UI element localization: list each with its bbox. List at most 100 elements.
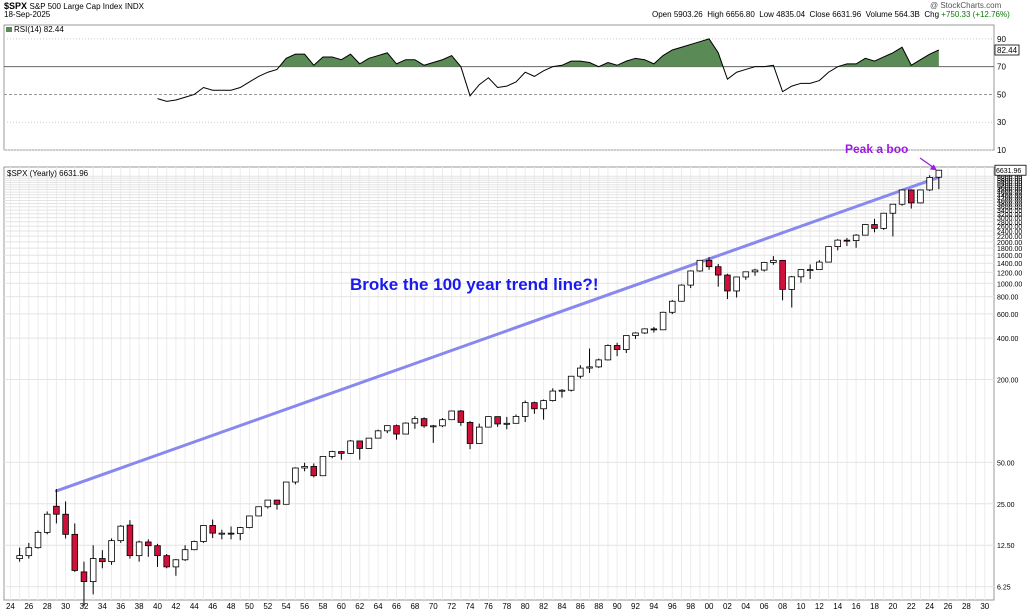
candle-body [880, 212, 887, 229]
price-tick-label: 600.00 [997, 312, 1019, 319]
candle-body [126, 524, 134, 557]
candle-body [935, 169, 943, 178]
chg-value: +750.33 (+12.76%) [941, 10, 1010, 19]
price-tick-label: 1400.00 [997, 261, 1022, 268]
candle-body [926, 177, 933, 191]
chg-label: Chg [924, 10, 940, 19]
candle-body [531, 402, 538, 410]
x-tick-label: 22 [907, 602, 916, 611]
candle-body [760, 262, 768, 271]
price-tick-label: 5400.00 [997, 181, 1022, 188]
x-tick-label: 28 [43, 602, 52, 611]
candle-body [338, 451, 345, 454]
trend-line [54, 175, 941, 493]
price-tick-label: 2800.00 [997, 220, 1022, 227]
x-tick-label: 90 [613, 602, 622, 611]
candle-body [200, 525, 207, 542]
price-tick-label: 3000.00 [997, 216, 1022, 223]
rsi-line [157, 38, 940, 102]
annotation-peak-arrowhead [929, 164, 937, 171]
x-tick-label: 42 [171, 602, 180, 611]
rsi-tick-label: 10 [997, 146, 1006, 155]
candle-body [181, 549, 189, 561]
x-tick-label: 12 [815, 602, 824, 611]
open-value: 5903.26 [673, 10, 703, 19]
candle-body [714, 266, 722, 276]
price-tick-label: 25.00 [997, 502, 1015, 509]
price-panel-label: $SPX (Yearly) 6631.96 [7, 169, 89, 178]
candle-body [871, 224, 878, 229]
candle-body [347, 440, 354, 454]
candle-body [53, 505, 60, 515]
candle-body [80, 571, 88, 583]
price-tick-label: 1800.00 [997, 246, 1022, 253]
candle-body [632, 332, 639, 336]
candle-body [641, 328, 648, 334]
stockcharts-brand[interactable]: @ StockCharts.com [930, 1, 1002, 10]
candle-body [705, 259, 713, 268]
candle-body [457, 410, 465, 423]
candle-body [117, 525, 124, 542]
candle-body [466, 422, 474, 444]
price-tick-label: 5600.00 [997, 178, 1022, 185]
x-tick-label: 04 [741, 602, 750, 611]
price-tick-label: 4000.00 [997, 198, 1022, 205]
x-tick-label: 62 [355, 602, 364, 611]
price-tick-label: 4200.00 [997, 196, 1022, 203]
price-tick-label: 3400.00 [997, 208, 1022, 215]
candle-body [145, 541, 152, 547]
price-tick-label: 5000.00 [997, 185, 1022, 192]
candle-body [742, 271, 750, 278]
x-tick-label: 74 [466, 602, 475, 611]
volume-label: Volume [865, 10, 893, 19]
price-tick-label: 2200.00 [997, 234, 1022, 241]
candle-body [494, 416, 501, 425]
candle-body [816, 261, 823, 271]
candle-body [255, 506, 262, 517]
candle-body [797, 269, 805, 278]
symbol: $SPX [4, 1, 28, 11]
last-price-label: 6631.96 [996, 168, 1021, 175]
high-value: 6656.80 [725, 10, 755, 19]
price-tick-label: 4400.00 [997, 193, 1022, 200]
candle-body [485, 416, 492, 428]
x-tick-label: 70 [429, 602, 438, 611]
price-panel-frame [3, 166, 995, 601]
price-tick-label: 3200.00 [997, 212, 1022, 219]
candle-body [99, 558, 106, 563]
x-tick-label: 38 [135, 602, 144, 611]
x-tick-label: 56 [300, 602, 309, 611]
x-tick-label: 54 [282, 602, 291, 611]
x-tick-label: 66 [392, 602, 401, 611]
candle-body [365, 437, 373, 449]
candle-body [34, 531, 42, 549]
x-tick-label: 26 [24, 602, 33, 611]
candle-body [595, 359, 602, 368]
candle-body [586, 366, 593, 369]
candle-body [770, 259, 777, 263]
candle-body [843, 239, 851, 242]
x-tick-label: 14 [833, 602, 842, 611]
price-tick-label: 1600.00 [997, 253, 1022, 260]
x-tick-label: 94 [649, 602, 658, 611]
x-tick-label: 26 [944, 602, 953, 611]
candle-body [108, 540, 115, 563]
price-tick-label: 12.50 [997, 543, 1015, 550]
candle-body [430, 425, 437, 428]
candle-body [889, 203, 897, 214]
x-tick-label: 36 [116, 602, 125, 611]
price-tick-label: 6000.00 [997, 174, 1022, 181]
price-tick-label: 2600.00 [997, 224, 1022, 231]
x-tick-label: 02 [723, 602, 732, 611]
candle-body [779, 259, 786, 290]
price-tick-label: 3800.00 [997, 202, 1022, 209]
candle-body [356, 440, 363, 449]
x-tick-label: 44 [190, 602, 199, 611]
candle-body [788, 276, 796, 290]
x-tick-label: 46 [208, 602, 217, 611]
candle-body [328, 451, 336, 457]
exchange: INDX [124, 2, 144, 11]
candle-body [218, 532, 226, 535]
rsi-label: RSI(14) 82.44 [14, 25, 64, 34]
